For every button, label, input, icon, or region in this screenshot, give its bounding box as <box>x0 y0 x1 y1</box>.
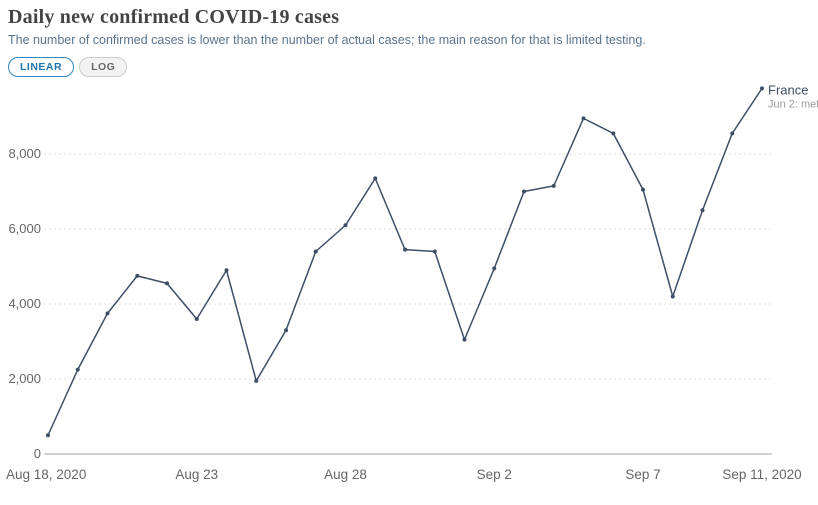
data-point <box>700 208 705 213</box>
data-point <box>492 266 497 271</box>
data-point <box>224 268 229 273</box>
y-tick-label: 6,000 <box>8 221 41 236</box>
chart-canvas[interactable]: 0 2,000 4,000 6,000 8,000 Aug 18, 2020 Aug 23 A… <box>0 77 818 495</box>
data-point <box>343 223 348 228</box>
data-point <box>254 379 259 384</box>
data-point <box>611 131 616 136</box>
data-point <box>194 317 199 322</box>
data-point <box>760 86 764 91</box>
y-tick-label: 4,000 <box>8 296 41 311</box>
series-end-sublabel: Jun 2: met <box>768 99 818 111</box>
x-tick-label: Sep 11, 2020 <box>722 467 801 482</box>
scale-toggle: LINEAR LOG <box>8 56 808 78</box>
chart-subtitle: The number of confirmed cases is lower t… <box>8 33 646 47</box>
france-line <box>47 88 763 436</box>
data-point <box>462 337 467 342</box>
log-scale-button[interactable]: LOG <box>79 56 128 78</box>
data-point <box>670 294 675 299</box>
data-point <box>551 184 556 189</box>
data-point <box>581 116 586 121</box>
x-tick-label: Aug 23 <box>175 467 218 482</box>
data-point <box>522 189 526 194</box>
data-point <box>46 433 50 438</box>
x-tick-label: Sep 7 <box>625 467 660 482</box>
data-point <box>75 367 80 372</box>
data-point <box>284 328 288 333</box>
data-point <box>165 281 169 286</box>
y-tick-label: 0 <box>34 446 41 461</box>
data-point <box>135 274 140 279</box>
x-tick-label: Aug 28 <box>324 467 367 482</box>
y-tick-label: 8,000 <box>8 146 41 161</box>
x-tick-label: Aug 18, 2020 <box>6 467 86 482</box>
y-tick-label: 2,000 <box>8 371 41 386</box>
data-point <box>373 176 378 181</box>
data-point <box>105 311 110 316</box>
data-point <box>730 131 735 136</box>
chart-title: Daily new confirmed COVID-19 cases <box>8 6 340 28</box>
data-point <box>641 187 645 192</box>
data-point <box>432 249 437 254</box>
linear-scale-button[interactable]: LINEAR <box>8 56 75 78</box>
series-end-label: France <box>768 83 808 98</box>
data-point <box>403 247 407 252</box>
x-tick-label: Sep 2 <box>477 467 512 482</box>
chart-header: Daily new confirmed COVID-19 cases The n… <box>0 0 818 78</box>
data-point <box>313 249 318 254</box>
